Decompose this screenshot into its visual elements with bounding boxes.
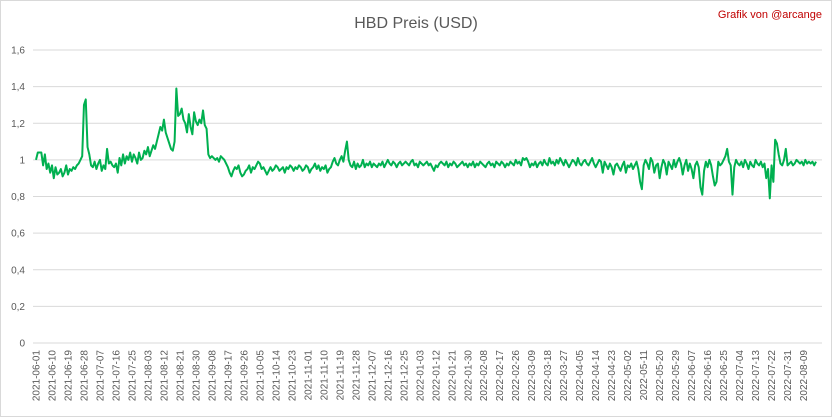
y-tick-label: 0,6 [11, 229, 25, 240]
x-tick-label: 2022-01-12 [431, 350, 442, 402]
x-tick-label: 2022-05-02 [623, 350, 634, 402]
x-tick-label: 2022-03-18 [543, 350, 554, 402]
x-tick-label: 2022-02-26 [511, 350, 522, 402]
x-tick-label: 2021-07-16 [111, 350, 122, 402]
x-tick-label: 2021-07-07 [95, 350, 106, 402]
y-tick-label: 1,2 [11, 119, 25, 130]
x-tick-label: 2021-08-21 [175, 350, 186, 402]
x-tick-label: 2021-11-19 [335, 350, 346, 401]
x-tick-label: 2022-07-13 [751, 350, 762, 402]
x-tick-label: 2022-06-07 [687, 350, 698, 402]
y-tick-label: 1 [19, 155, 25, 166]
x-tick-label: 2021-11-01 [303, 350, 314, 401]
x-tick-label: 2022-07-31 [783, 350, 794, 402]
x-tick-label: 2021-06-19 [63, 350, 74, 402]
x-tick-label: 2022-04-14 [591, 350, 602, 402]
y-tick-label: 0,8 [11, 192, 25, 203]
x-tick-label: 2021-12-16 [383, 350, 394, 402]
x-tick-label: 2022-01-30 [463, 350, 474, 402]
x-tick-label: 2022-06-25 [719, 350, 730, 402]
x-tick-label: 2022-03-09 [527, 350, 538, 402]
y-tick-label: 0,2 [11, 302, 25, 313]
x-tick-label: 2021-10-23 [287, 350, 298, 402]
chart-title: HBD Preis (USD) [354, 15, 478, 32]
x-tick-label: 2021-09-17 [223, 350, 234, 402]
x-tick-label: 2022-08-09 [799, 350, 810, 402]
x-tick-label: 2021-11-28 [351, 350, 362, 401]
x-tick-label: 2022-05-29 [671, 350, 682, 402]
x-tick-label: 2022-05-20 [655, 350, 666, 402]
annotation: Grafik von @arcange [718, 9, 822, 21]
x-tick-label: 2021-06-28 [79, 350, 90, 402]
x-tick-label: 2022-01-21 [447, 350, 458, 402]
x-tick-label: 2021-09-26 [239, 350, 250, 402]
y-tick-label: 0 [19, 339, 25, 350]
x-tick-label: 2022-03-27 [559, 350, 570, 402]
x-tick-label: 2021-08-03 [143, 350, 154, 402]
y-tick-label: 0,4 [11, 265, 25, 276]
x-tick-label: 2022-04-05 [575, 350, 586, 402]
x-tick-label: 2022-07-22 [767, 350, 778, 402]
x-tick-label: 2021-12-25 [399, 350, 410, 402]
x-tick-label: 2022-07-04 [735, 350, 746, 402]
x-tick-label: 2022-04-23 [607, 350, 618, 402]
x-tick-label: 2021-07-25 [127, 350, 138, 402]
x-tick-label: 2022-05-11 [639, 350, 650, 401]
x-tick-label: 2021-10-14 [271, 350, 282, 402]
x-tick-label: 2021-06-01 [32, 350, 43, 402]
x-tick-label: 2022-02-17 [495, 350, 506, 402]
y-tick-label: 1,4 [11, 82, 25, 93]
x-tick-label: 2021-09-08 [207, 350, 218, 402]
x-tick-label: 2021-06-10 [47, 350, 58, 402]
x-tick-label: 2022-01-03 [415, 350, 426, 402]
x-tick-label: 2021-11-10 [319, 350, 330, 401]
y-tick-label: 1,6 [11, 46, 25, 57]
x-tick-label: 2022-02-08 [479, 350, 490, 402]
x-tick-label: 2022-06-16 [703, 350, 714, 402]
x-tick-label: 2021-08-30 [191, 350, 202, 402]
x-tick-label: 2021-08-12 [159, 350, 170, 402]
x-tick-label: 2021-10-05 [255, 350, 266, 402]
x-tick-label: 2021-12-07 [367, 350, 378, 402]
price-line [35, 87, 817, 200]
